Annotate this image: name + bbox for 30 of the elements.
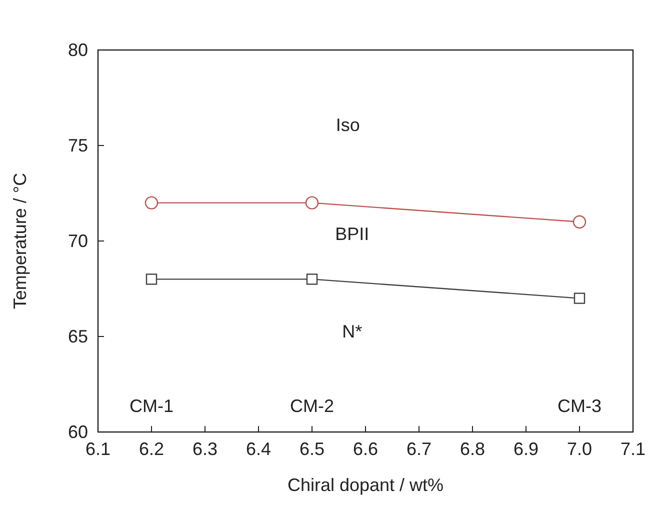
y-tick-label: 60 [68, 422, 88, 442]
x-tick-label: 6.8 [460, 438, 486, 459]
x-tick-label: 6.4 [246, 438, 272, 459]
annotation: CM-1 [130, 396, 174, 416]
x-axis-title: Chiral dopant / wt% [287, 475, 444, 495]
y-tick-label: 70 [68, 230, 88, 251]
point [144, 196, 158, 210]
x-tick-label: 7.1 [620, 438, 646, 459]
annotation: N* [342, 321, 362, 342]
annotation: Iso [336, 115, 360, 136]
point [305, 196, 319, 210]
y-axis-title: Temperature / °C [10, 172, 30, 310]
y-tick-label: 80 [68, 40, 88, 60]
point [306, 274, 318, 285]
x-tick-label: 6.3 [192, 438, 218, 459]
x-tick-label: 6.9 [513, 438, 539, 459]
point [146, 274, 158, 285]
point [574, 292, 586, 304]
x-tick-label: 6.6 [352, 438, 378, 459]
x-tick-label: 6.7 [406, 438, 432, 459]
y-tick-label: 75 [68, 135, 88, 156]
x-tick-label: 6.1 [85, 438, 111, 459]
annotation: CM-3 [558, 396, 602, 416]
annotation: BPII [335, 224, 370, 244]
x-tick-label: 6.5 [299, 438, 325, 459]
x-tick-label: 6.2 [138, 438, 164, 459]
y-tick-label: 65 [68, 326, 88, 346]
annotation: CM-2 [290, 396, 334, 416]
x-tick-label: 7.0 [566, 438, 592, 459]
point [572, 215, 586, 228]
